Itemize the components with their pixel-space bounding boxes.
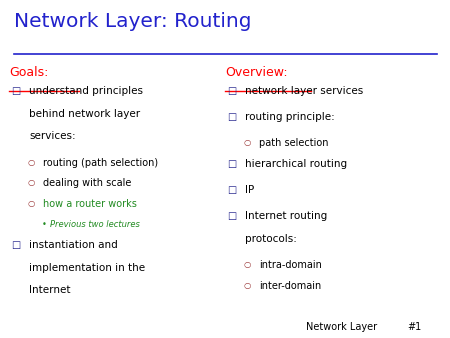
Text: □: □ — [11, 86, 21, 96]
Text: understand principles: understand principles — [29, 86, 143, 96]
Text: ○: ○ — [243, 138, 250, 147]
Text: Network Layer: Network Layer — [306, 322, 377, 332]
Text: routing principle:: routing principle: — [245, 112, 335, 122]
Text: ○: ○ — [243, 260, 250, 269]
Text: inter-domain: inter-domain — [259, 281, 321, 291]
Text: services:: services: — [29, 131, 76, 142]
Text: Previous two lectures: Previous two lectures — [50, 220, 140, 230]
Text: Goals:: Goals: — [9, 66, 49, 79]
Text: implementation in the: implementation in the — [29, 263, 145, 273]
Text: Network Layer: Routing: Network Layer: Routing — [14, 12, 251, 31]
Text: dealing with scale: dealing with scale — [43, 178, 131, 189]
Text: □: □ — [11, 240, 21, 250]
Text: #1: #1 — [407, 322, 422, 332]
Text: •: • — [41, 220, 46, 230]
Text: □: □ — [227, 159, 237, 169]
Text: □: □ — [227, 112, 237, 122]
Text: protocols:: protocols: — [245, 234, 297, 244]
Text: IP: IP — [245, 185, 255, 195]
Text: instantiation and: instantiation and — [29, 240, 118, 250]
Text: hierarchical routing: hierarchical routing — [245, 159, 347, 169]
Text: how a router works: how a router works — [43, 199, 137, 210]
Text: network layer services: network layer services — [245, 86, 364, 96]
Text: ○: ○ — [27, 199, 34, 209]
Text: behind network layer: behind network layer — [29, 109, 140, 119]
Text: path selection: path selection — [259, 138, 328, 148]
Text: Overview:: Overview: — [225, 66, 288, 79]
Text: routing (path selection): routing (path selection) — [43, 158, 158, 168]
Text: □: □ — [227, 211, 237, 221]
Text: ○: ○ — [243, 281, 250, 290]
Text: □: □ — [227, 86, 237, 96]
Text: Internet routing: Internet routing — [245, 211, 328, 221]
Text: □: □ — [227, 185, 237, 195]
Text: ○: ○ — [27, 178, 34, 188]
Text: Internet: Internet — [29, 285, 71, 295]
Text: intra-domain: intra-domain — [259, 260, 322, 270]
Text: ○: ○ — [27, 158, 34, 167]
